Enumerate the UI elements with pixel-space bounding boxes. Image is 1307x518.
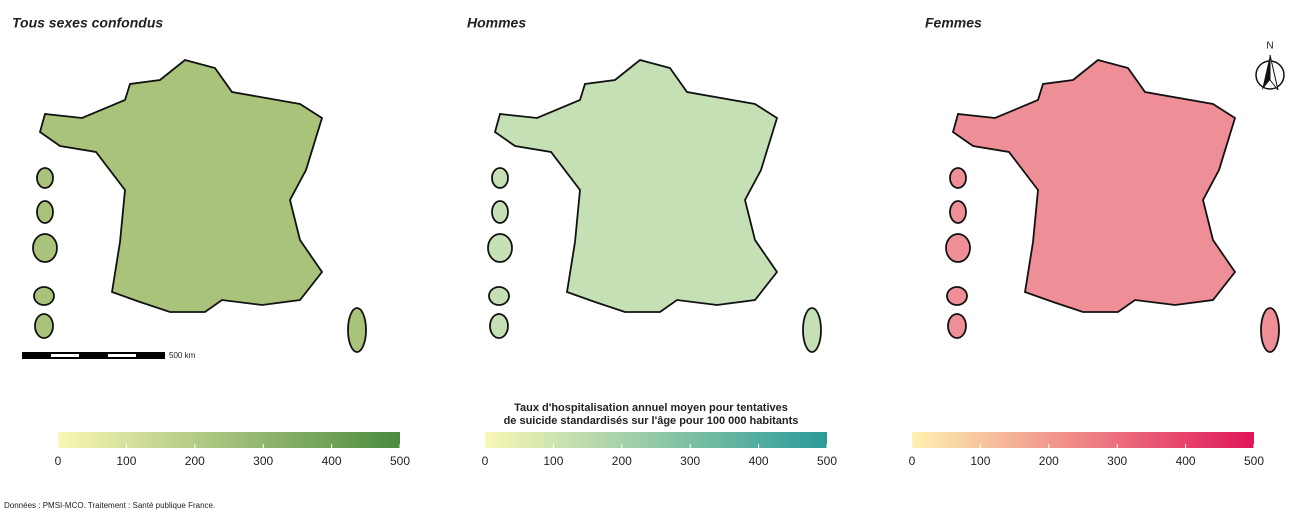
mainland	[951, 59, 1237, 313]
overseas	[34, 313, 54, 339]
tick-label: 500	[1244, 454, 1264, 468]
overseas	[36, 167, 54, 189]
map-panel: Hommes 0 100 200 300 400 500	[467, 15, 837, 468]
tick-label: 100	[116, 454, 136, 468]
tick-label: 200	[185, 454, 205, 468]
overseas	[946, 286, 968, 306]
north-arrow: N	[1255, 41, 1285, 91]
color-bar	[485, 432, 827, 448]
mainland	[493, 59, 779, 313]
tick-label: 300	[253, 454, 273, 468]
source-note: Données : PMSI-MCO. Traitement : Santé p…	[4, 501, 215, 510]
corsica	[347, 307, 367, 353]
tick-label: 500	[390, 454, 410, 468]
overseas	[947, 313, 967, 339]
mainland	[38, 59, 324, 313]
overseas	[491, 167, 509, 189]
tick-label: 400	[1176, 454, 1196, 468]
overseas	[36, 200, 54, 224]
overseas	[489, 313, 509, 339]
tick-label: 500	[817, 454, 837, 468]
map-title: Hommes	[467, 15, 526, 31]
tick-label: 300	[1107, 454, 1127, 468]
overseas	[945, 233, 971, 263]
legend-title: Taux d'hospitalisation annuel moyen pour…	[514, 402, 788, 414]
tick-label: 400	[322, 454, 342, 468]
legend-title: de suicide standardisés sur l'âge pour 1…	[504, 415, 799, 427]
tick-label: 0	[55, 454, 62, 468]
map-panel: Tous sexes confondus 0 100 200 300 400 500	[12, 15, 410, 468]
overseas	[33, 286, 55, 306]
overseas	[949, 167, 967, 189]
color-bar	[58, 432, 400, 448]
map-title: Femmes	[925, 15, 982, 31]
map-title: Tous sexes confondus	[12, 15, 163, 31]
overseas	[32, 233, 58, 263]
tick-label: 300	[680, 454, 700, 468]
scale-bar: 500 km	[22, 351, 196, 360]
tick-label: 0	[909, 454, 916, 468]
tick-label: 100	[543, 454, 563, 468]
tick-label: 200	[612, 454, 632, 468]
tick-label: 400	[749, 454, 769, 468]
scale-label: 500 km	[169, 351, 196, 360]
corsica	[1260, 307, 1280, 353]
north-label: N	[1266, 41, 1273, 52]
map-panel: Femmes 0 100 200 300 400 500	[909, 15, 1280, 468]
overseas	[488, 286, 510, 306]
overseas	[949, 200, 967, 224]
tick-label: 100	[970, 454, 990, 468]
corsica	[802, 307, 822, 353]
overseas	[487, 233, 513, 263]
color-bar	[912, 432, 1254, 448]
tick-label: 200	[1039, 454, 1059, 468]
overseas	[491, 200, 509, 224]
tick-label: 0	[482, 454, 489, 468]
